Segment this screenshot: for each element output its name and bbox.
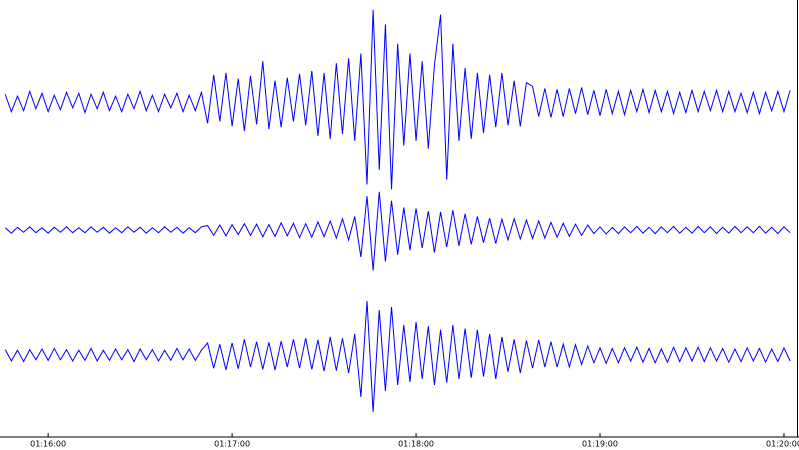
x-tick-label: 01:17:00 xyxy=(214,440,250,449)
trace xyxy=(4,300,791,413)
trace xyxy=(4,9,791,190)
x-tick-label: 01:18:00 xyxy=(398,440,434,449)
x-tick-label: 01:20:00 xyxy=(766,440,799,449)
x-tick-label: 01:16:00 xyxy=(30,440,66,449)
trace xyxy=(4,191,791,271)
x-tick-label: 01:19:00 xyxy=(582,440,618,449)
